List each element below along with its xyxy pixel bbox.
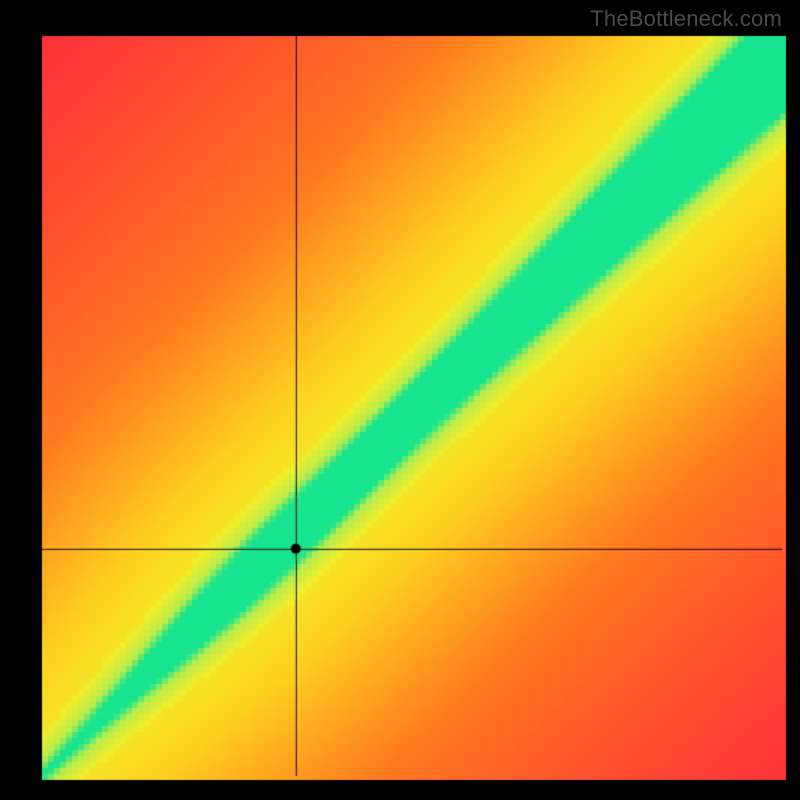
heatmap-canvas <box>0 0 800 800</box>
watermark-text: TheBottleneck.com <box>590 6 782 32</box>
chart-container: TheBottleneck.com <box>0 0 800 800</box>
